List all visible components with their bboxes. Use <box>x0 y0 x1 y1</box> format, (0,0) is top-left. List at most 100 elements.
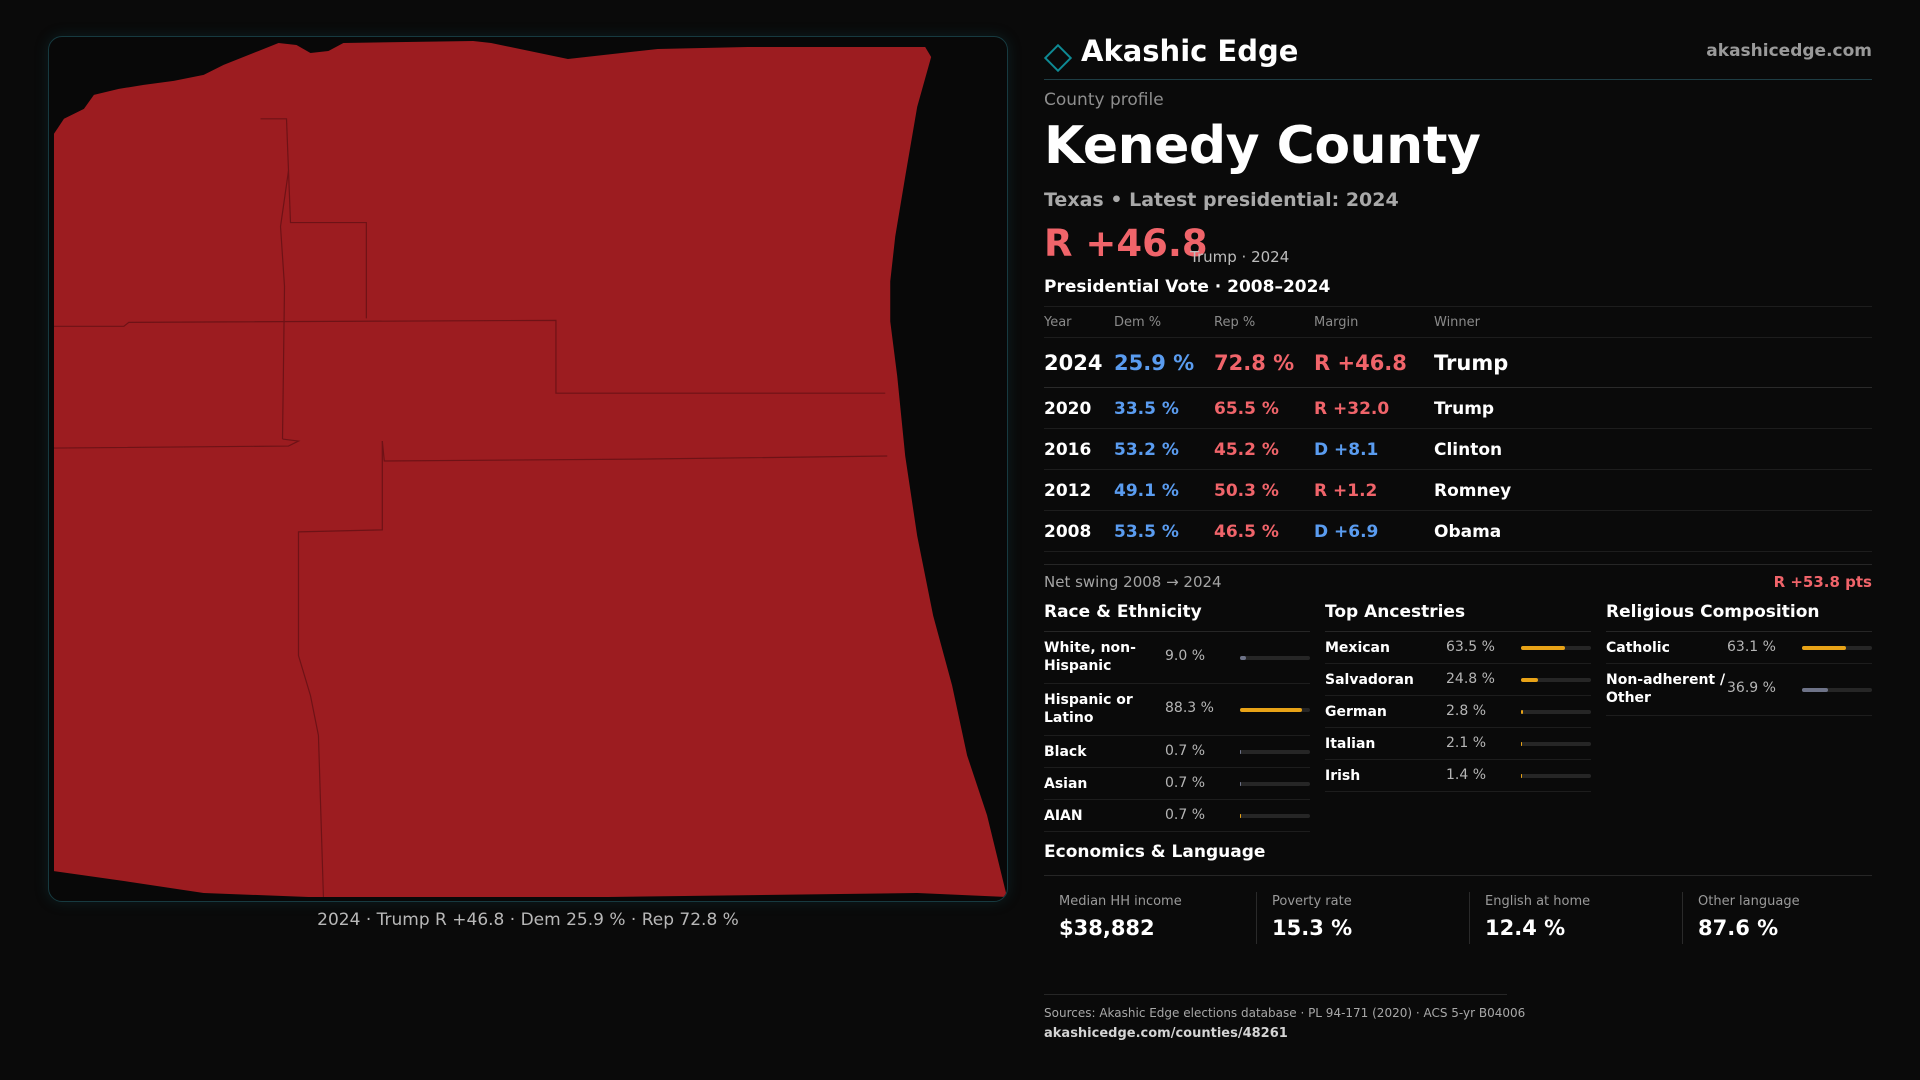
vote-dem-pct: 53.5 % <box>1114 522 1179 542</box>
vote-margin: R +46.8 <box>1314 351 1407 375</box>
race-value: 88.3 % <box>1165 700 1214 716</box>
ancestry-bar-track <box>1521 774 1591 778</box>
race-row: White, non-Hispanic 9.0 % <box>1044 632 1310 684</box>
vote-year: 2020 <box>1044 399 1092 419</box>
race-bar-fill <box>1240 750 1242 754</box>
sources-footer: Sources: Akashic Edge elections database… <box>1044 994 1526 1041</box>
ancestry-row: Mexican 63.5 % <box>1325 632 1591 664</box>
race-value: 9.0 % <box>1165 648 1206 664</box>
race-label: Hispanic or Latino <box>1044 692 1133 726</box>
vote-year: 2024 <box>1044 351 1103 375</box>
stat-value: 15.3 % <box>1272 916 1353 940</box>
economics-stats: Median HH income $38,882 Poverty rate 15… <box>1044 892 1872 944</box>
vote-winner: Obama <box>1434 522 1502 542</box>
race-row: Hispanic or Latino 88.3 % <box>1044 684 1310 736</box>
stat-english-at-home: English at home 12.4 % <box>1469 892 1682 944</box>
ancestry-value: 63.5 % <box>1446 639 1495 655</box>
race-bar-track <box>1240 656 1310 660</box>
col-header-margin: Margin <box>1314 315 1359 330</box>
vote-dem-pct: 49.1 % <box>1114 481 1179 501</box>
race-bar-track <box>1240 708 1310 712</box>
map-caption: 2024 · Trump R +46.8 · Dem 25.9 % · Rep … <box>317 910 739 930</box>
race-label: AIAN <box>1044 808 1083 824</box>
ancestry-bar-fill <box>1521 678 1539 682</box>
vote-row-2020[interactable]: 2020 33.5 % 65.5 % R +32.0 Trump <box>1044 388 1872 429</box>
vote-winner: Trump <box>1434 351 1509 375</box>
race-label: White, non-Hispanic <box>1044 640 1136 674</box>
race-row: AIAN 0.7 % <box>1044 800 1310 832</box>
race-bar-fill <box>1240 656 1247 660</box>
stat-value: 12.4 % <box>1485 916 1566 940</box>
ancestry-bar-track <box>1521 742 1591 746</box>
county-map-svg <box>53 40 1007 898</box>
ancestry-bar-fill <box>1521 646 1566 650</box>
ancestry-label: Mexican <box>1325 640 1390 656</box>
race-value: 0.7 % <box>1165 807 1206 823</box>
net-swing-row: Net swing 2008 → 2024 R +53.8 pts <box>1044 564 1872 594</box>
religion-value: 36.9 % <box>1727 680 1776 696</box>
religion-label: Catholic <box>1606 640 1670 656</box>
race-bar-fill <box>1240 708 1302 712</box>
county-url-link[interactable]: akashicedge.com/counties/48261 <box>1044 1026 1288 1041</box>
county-shape[interactable] <box>53 40 1007 898</box>
ancestries-title: Top Ancestries <box>1325 598 1591 632</box>
vote-dem-pct: 25.9 % <box>1114 351 1195 375</box>
brand-name[interactable]: Akashic Edge <box>1081 34 1299 68</box>
net-swing-label: Net swing 2008 → 2024 <box>1044 573 1222 591</box>
headline-note: Trump · 2024 <box>1190 248 1290 266</box>
vote-table-header: Year Dem % Rep % Margin Winner <box>1044 306 1872 338</box>
brand-url-link[interactable]: akashicedge.com <box>1706 41 1872 61</box>
vote-dem-pct: 53.2 % <box>1114 440 1179 460</box>
religion-bar-fill <box>1802 688 1828 692</box>
vote-year: 2008 <box>1044 522 1092 542</box>
ancestry-label: Irish <box>1325 768 1361 784</box>
race-label: Asian <box>1044 776 1088 792</box>
vote-row-2012[interactable]: 2012 49.1 % 50.3 % R +1.2 Romney <box>1044 470 1872 511</box>
stat-poverty-rate: Poverty rate 15.3 % <box>1256 892 1469 944</box>
ancestry-row: Salvadoran 24.8 % <box>1325 664 1591 696</box>
precinct-boundaries <box>53 118 888 898</box>
religion-bar-fill <box>1802 646 1847 650</box>
stat-label: Other language <box>1698 894 1800 909</box>
religion-title: Religious Composition <box>1606 598 1872 632</box>
race-bar-fill <box>1240 782 1242 786</box>
vote-winner: Clinton <box>1434 440 1503 460</box>
race-bar-track <box>1240 814 1310 818</box>
vote-year: 2016 <box>1044 440 1092 460</box>
race-ethnicity-panel: Race & Ethnicity White, non-Hispanic 9.0 … <box>1044 598 1310 832</box>
stat-value: $38,882 <box>1059 916 1155 940</box>
col-header-year: Year <box>1044 315 1072 330</box>
ancestries-panel: Top Ancestries Mexican 63.5 % Salvadoran 24… <box>1325 598 1591 792</box>
stat-value: 87.6 % <box>1698 916 1779 940</box>
race-label: Black <box>1044 744 1087 760</box>
ancestry-label: Italian <box>1325 736 1376 752</box>
religion-row: Catholic 63.1 % <box>1606 632 1872 664</box>
vote-row-2008[interactable]: 2008 53.5 % 46.5 % D +6.9 Obama <box>1044 511 1872 552</box>
race-value: 0.7 % <box>1165 775 1206 791</box>
ancestry-row: Italian 2.1 % <box>1325 728 1591 760</box>
ancestry-bar-fill <box>1521 774 1523 778</box>
vote-table: Year Dem % Rep % Margin Winner 2024 25.9 … <box>1044 306 1872 552</box>
county-map[interactable] <box>48 36 1008 902</box>
net-swing-value: R +53.8 pts <box>1773 573 1872 591</box>
ancestry-bar-track <box>1521 710 1591 714</box>
vote-margin: D +6.9 <box>1314 522 1379 542</box>
religion-label: Non-adherent / Other <box>1606 672 1726 706</box>
ancestry-label: Salvadoran <box>1325 672 1414 688</box>
ancestry-bar-track <box>1521 678 1591 682</box>
ancestry-value: 24.8 % <box>1446 671 1495 687</box>
ancestry-label: German <box>1325 704 1387 720</box>
profile-panel: Akashic Edge akashicedge.com County prof… <box>1044 0 1872 1080</box>
diamond-logo-icon <box>1044 44 1072 72</box>
economics-section-header: Economics & Language <box>1044 842 1872 876</box>
stat-label: Median HH income <box>1059 894 1182 909</box>
religion-bar-track <box>1802 688 1872 692</box>
vote-margin: D +8.1 <box>1314 440 1379 460</box>
sources-text: Sources: Akashic Edge elections database… <box>1044 1006 1526 1020</box>
col-header-rep: Rep % <box>1214 315 1256 330</box>
vote-margin: R +32.0 <box>1314 399 1390 419</box>
vote-row-2016[interactable]: 2016 53.2 % 45.2 % D +8.1 Clinton <box>1044 429 1872 470</box>
vote-year: 2012 <box>1044 481 1092 501</box>
vote-row-2024[interactable]: 2024 25.9 % 72.8 % R +46.8 Trump <box>1044 338 1872 388</box>
stat-label: English at home <box>1485 894 1591 909</box>
